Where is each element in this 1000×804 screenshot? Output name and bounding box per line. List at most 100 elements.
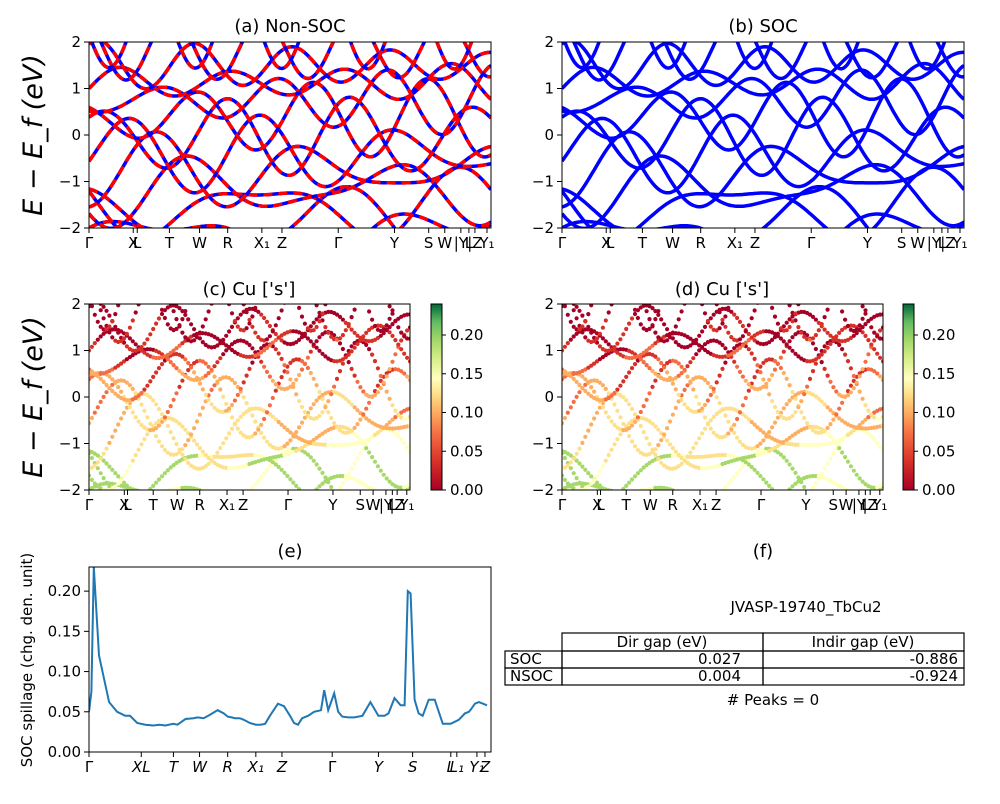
band-point: [364, 416, 369, 421]
band-point: [735, 435, 740, 440]
band-point: [221, 337, 226, 342]
band-point: [857, 323, 862, 328]
ytick-label: 2: [71, 295, 81, 313]
band-point: [116, 304, 121, 308]
band-point: [253, 406, 258, 411]
band-point: [726, 330, 731, 335]
band-point: [568, 319, 573, 324]
band-point: [133, 453, 138, 458]
band-point: [775, 331, 781, 336]
band-point: [104, 461, 109, 466]
band-point: [807, 312, 813, 317]
band-point: [282, 425, 287, 430]
panel-b-yticks: 210−1−2: [532, 33, 562, 237]
band-point: [352, 373, 357, 378]
band-point: [767, 377, 772, 382]
band-point: [723, 485, 728, 490]
band-point: [702, 426, 708, 431]
band-point: [586, 471, 591, 476]
band-point: [618, 415, 623, 420]
band-point: [270, 414, 275, 419]
band-point: [854, 327, 859, 332]
band-point: [329, 392, 334, 397]
band-point: [580, 385, 585, 391]
band-point: [825, 461, 830, 466]
band-point: [790, 484, 795, 489]
band-point: [615, 387, 620, 392]
band-point: [781, 370, 786, 376]
band-point: [694, 352, 699, 357]
band-point: [609, 393, 614, 398]
band-point: [267, 403, 272, 408]
band-point: [685, 454, 690, 459]
band-point: [95, 337, 100, 342]
band-point: [819, 352, 824, 357]
band-point: [810, 336, 816, 341]
band-point: [238, 414, 243, 419]
band-point: [618, 432, 623, 437]
band-point: [288, 360, 293, 365]
band-point: [720, 342, 725, 348]
band-point: [151, 326, 156, 332]
band-point: [162, 415, 167, 420]
band-point: [784, 376, 789, 381]
xtick-label: W: [437, 234, 452, 252]
band-point: [638, 468, 643, 473]
band-point: [367, 394, 372, 399]
band-point: [227, 329, 232, 334]
band-point: [121, 336, 127, 341]
band-point: [375, 464, 380, 469]
band-point: [574, 331, 579, 336]
band-point: [616, 489, 619, 490]
band-point: [127, 464, 132, 469]
band-point: [89, 421, 92, 426]
band-point: [772, 314, 778, 319]
band-point: [98, 334, 103, 339]
band-point: [171, 363, 176, 368]
xtick-label: Γ: [85, 496, 94, 514]
band-point: [317, 319, 322, 324]
band-point: [119, 339, 124, 344]
band-point: [361, 389, 366, 394]
band-point: [609, 419, 614, 424]
band-point: [381, 331, 386, 336]
panel-e: (e) 0.200.150.100.050.00 Γ XL T W R X₁ Z Γ Y S LL₁…: [18, 541, 492, 776]
xtick-label: |Y: [927, 234, 942, 252]
band-point: [227, 406, 232, 411]
band-point: [632, 362, 638, 367]
xtick-label: Y₁: [469, 758, 484, 776]
band-point: [825, 425, 830, 430]
band-point: [267, 442, 272, 447]
band-point: [148, 395, 153, 400]
band-point: [177, 368, 182, 374]
band-point: [825, 330, 830, 335]
band-point: [215, 343, 220, 348]
panel-a: (a) Non-SOC 210−1−2 Γ XL T W R X₁ Z Γ Y S W |YL|ZY₁…: [18, 16, 495, 252]
band-point: [770, 372, 775, 378]
band-point: [574, 394, 579, 399]
band-point: [367, 418, 372, 423]
band-point: [101, 379, 106, 384]
band-point: [407, 414, 410, 419]
band-point: [869, 412, 874, 417]
band-point: [136, 447, 141, 452]
band-point: [565, 341, 570, 346]
band-point: [221, 352, 226, 357]
band-point: [872, 369, 877, 374]
band-point: [224, 436, 229, 441]
band-point: [107, 440, 112, 445]
panel-a-ylabel: E − E_f (eV): [18, 54, 49, 216]
band-point: [326, 480, 331, 485]
band-point: [340, 361, 345, 366]
band-point: [726, 350, 731, 355]
band-point: [644, 436, 649, 441]
band-point: [650, 368, 655, 374]
band-point: [857, 374, 862, 379]
band-point: [729, 478, 734, 483]
band-point: [793, 351, 798, 356]
peaks-count: # Peaks = 0: [727, 691, 819, 709]
band-point: [291, 381, 296, 386]
ytick-label: 2: [544, 295, 554, 313]
band-point: [101, 394, 106, 399]
band-point: [221, 394, 226, 399]
